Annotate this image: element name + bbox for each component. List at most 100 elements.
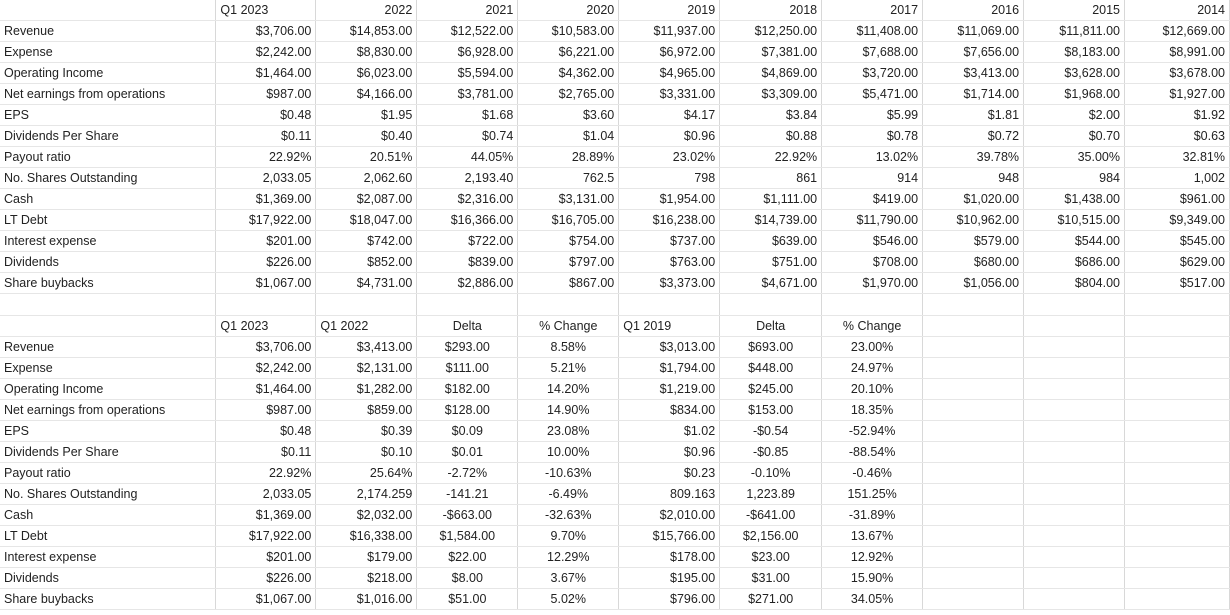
data-cell[interactable]: 23.00% xyxy=(821,336,924,358)
data-cell[interactable]: 23.02% xyxy=(618,146,721,168)
data-cell[interactable]: 20.10% xyxy=(821,378,924,400)
data-cell[interactable]: $987.00 xyxy=(215,83,317,105)
data-cell[interactable]: $10,515.00 xyxy=(1023,209,1125,231)
data-cell[interactable]: $3,373.00 xyxy=(618,272,721,294)
data-cell[interactable]: -0.46% xyxy=(821,462,924,484)
data-cell[interactable]: 28.89% xyxy=(517,146,620,168)
data-cell[interactable]: 39.78% xyxy=(922,146,1025,168)
data-cell[interactable] xyxy=(1023,336,1125,358)
data-cell[interactable]: $1.68 xyxy=(416,104,519,126)
data-cell[interactable]: $5.99 xyxy=(821,104,924,126)
data-cell[interactable]: 14.20% xyxy=(517,378,620,400)
data-cell[interactable]: $686.00 xyxy=(1023,251,1125,273)
data-cell[interactable]: $3.84 xyxy=(719,104,823,126)
data-cell[interactable]: 15.90% xyxy=(821,567,924,589)
data-cell[interactable] xyxy=(1023,567,1125,589)
empty-cell[interactable] xyxy=(922,293,1025,316)
data-cell[interactable]: 948 xyxy=(922,167,1025,189)
data-cell[interactable] xyxy=(1124,504,1230,526)
data-cell[interactable]: 13.67% xyxy=(821,525,924,547)
data-cell[interactable]: 3.67% xyxy=(517,567,620,589)
column-header-cell[interactable]: 2014 xyxy=(1124,0,1230,21)
data-cell[interactable]: 34.05% xyxy=(821,588,924,610)
data-cell[interactable] xyxy=(922,378,1025,400)
data-cell[interactable]: $8,991.00 xyxy=(1124,41,1230,63)
data-cell[interactable] xyxy=(1124,567,1230,589)
column-header-cell[interactable] xyxy=(1124,315,1230,337)
data-cell[interactable]: $2,886.00 xyxy=(416,272,519,294)
data-cell[interactable]: $1,016.00 xyxy=(315,588,418,610)
data-cell[interactable]: $0.11 xyxy=(215,125,317,147)
data-cell[interactable]: $1.81 xyxy=(922,104,1025,126)
row-label-cell[interactable]: Dividends xyxy=(0,251,217,273)
data-cell[interactable]: 984 xyxy=(1023,167,1125,189)
data-cell[interactable] xyxy=(1124,588,1230,610)
data-cell[interactable]: $8,830.00 xyxy=(315,41,418,63)
data-cell[interactable]: $3,413.00 xyxy=(315,336,418,358)
column-header-cell[interactable] xyxy=(1023,315,1125,337)
data-cell[interactable]: $3,720.00 xyxy=(821,62,924,84)
row-label-cell[interactable]: Net earnings from operations xyxy=(0,399,217,421)
data-cell[interactable]: $2.00 xyxy=(1023,104,1125,126)
data-cell[interactable]: $182.00 xyxy=(416,378,519,400)
data-cell[interactable]: 12.29% xyxy=(517,546,620,568)
row-label-cell[interactable]: LT Debt xyxy=(0,209,217,231)
data-cell[interactable]: -6.49% xyxy=(517,483,620,505)
data-cell[interactable] xyxy=(1023,588,1125,610)
data-cell[interactable]: $796.00 xyxy=(618,588,721,610)
data-cell[interactable]: $867.00 xyxy=(517,272,620,294)
data-cell[interactable] xyxy=(1124,483,1230,505)
data-cell[interactable]: $9,349.00 xyxy=(1124,209,1230,231)
data-cell[interactable]: $546.00 xyxy=(821,230,924,252)
column-header-cell[interactable]: Delta xyxy=(416,315,519,337)
data-cell[interactable]: $763.00 xyxy=(618,251,721,273)
column-header-cell[interactable]: % Change xyxy=(821,315,924,337)
data-cell[interactable]: 44.05% xyxy=(416,146,519,168)
data-cell[interactable]: $0.48 xyxy=(215,104,317,126)
empty-cell[interactable] xyxy=(1023,293,1125,316)
data-cell[interactable]: 25.64% xyxy=(315,462,418,484)
row-label-cell[interactable]: Dividends Per Share xyxy=(0,441,217,463)
data-cell[interactable]: $0.10 xyxy=(315,441,418,463)
data-cell[interactable]: $961.00 xyxy=(1124,188,1230,210)
data-cell[interactable]: $3,628.00 xyxy=(1023,62,1125,84)
data-cell[interactable]: $0.74 xyxy=(416,125,519,147)
data-cell[interactable]: $2,087.00 xyxy=(315,188,418,210)
row-label-cell[interactable]: No. Shares Outstanding xyxy=(0,167,217,189)
data-cell[interactable]: -0.10% xyxy=(719,462,823,484)
row-label-cell[interactable]: Revenue xyxy=(0,20,217,42)
data-cell[interactable]: $834.00 xyxy=(618,399,721,421)
data-cell[interactable]: $680.00 xyxy=(922,251,1025,273)
data-cell[interactable]: -88.54% xyxy=(821,441,924,463)
data-cell[interactable]: $544.00 xyxy=(1023,230,1125,252)
data-cell[interactable]: $751.00 xyxy=(719,251,823,273)
data-cell[interactable]: $15,766.00 xyxy=(618,525,721,547)
data-cell[interactable]: $195.00 xyxy=(618,567,721,589)
data-cell[interactable]: 5.21% xyxy=(517,357,620,379)
data-cell[interactable]: -$0.54 xyxy=(719,420,823,442)
row-label-cell[interactable]: Expense xyxy=(0,357,217,379)
data-cell[interactable]: $0.70 xyxy=(1023,125,1125,147)
data-cell[interactable]: -141.21 xyxy=(416,483,519,505)
data-cell[interactable]: $4,731.00 xyxy=(315,272,418,294)
data-cell[interactable]: $693.00 xyxy=(719,336,823,358)
data-cell[interactable]: 8.58% xyxy=(517,336,620,358)
data-cell[interactable]: $1,968.00 xyxy=(1023,83,1125,105)
data-cell[interactable]: 2,033.05 xyxy=(215,167,317,189)
column-header-cell[interactable]: Q1 2022 xyxy=(315,315,418,337)
data-cell[interactable]: $8,183.00 xyxy=(1023,41,1125,63)
data-cell[interactable]: $4,869.00 xyxy=(719,62,823,84)
data-cell[interactable]: $0.09 xyxy=(416,420,519,442)
data-cell[interactable] xyxy=(1023,441,1125,463)
data-cell[interactable]: $16,238.00 xyxy=(618,209,721,231)
data-cell[interactable]: $4.17 xyxy=(618,104,721,126)
data-cell[interactable]: $1,056.00 xyxy=(922,272,1025,294)
data-cell[interactable]: 14.90% xyxy=(517,399,620,421)
empty-cell[interactable] xyxy=(315,293,418,316)
data-cell[interactable]: $7,381.00 xyxy=(719,41,823,63)
data-cell[interactable]: $5,594.00 xyxy=(416,62,519,84)
data-cell[interactable]: $226.00 xyxy=(215,567,317,589)
data-cell[interactable]: 2,193.40 xyxy=(416,167,519,189)
data-cell[interactable]: $23.00 xyxy=(719,546,823,568)
data-cell[interactable]: $11,937.00 xyxy=(618,20,721,42)
